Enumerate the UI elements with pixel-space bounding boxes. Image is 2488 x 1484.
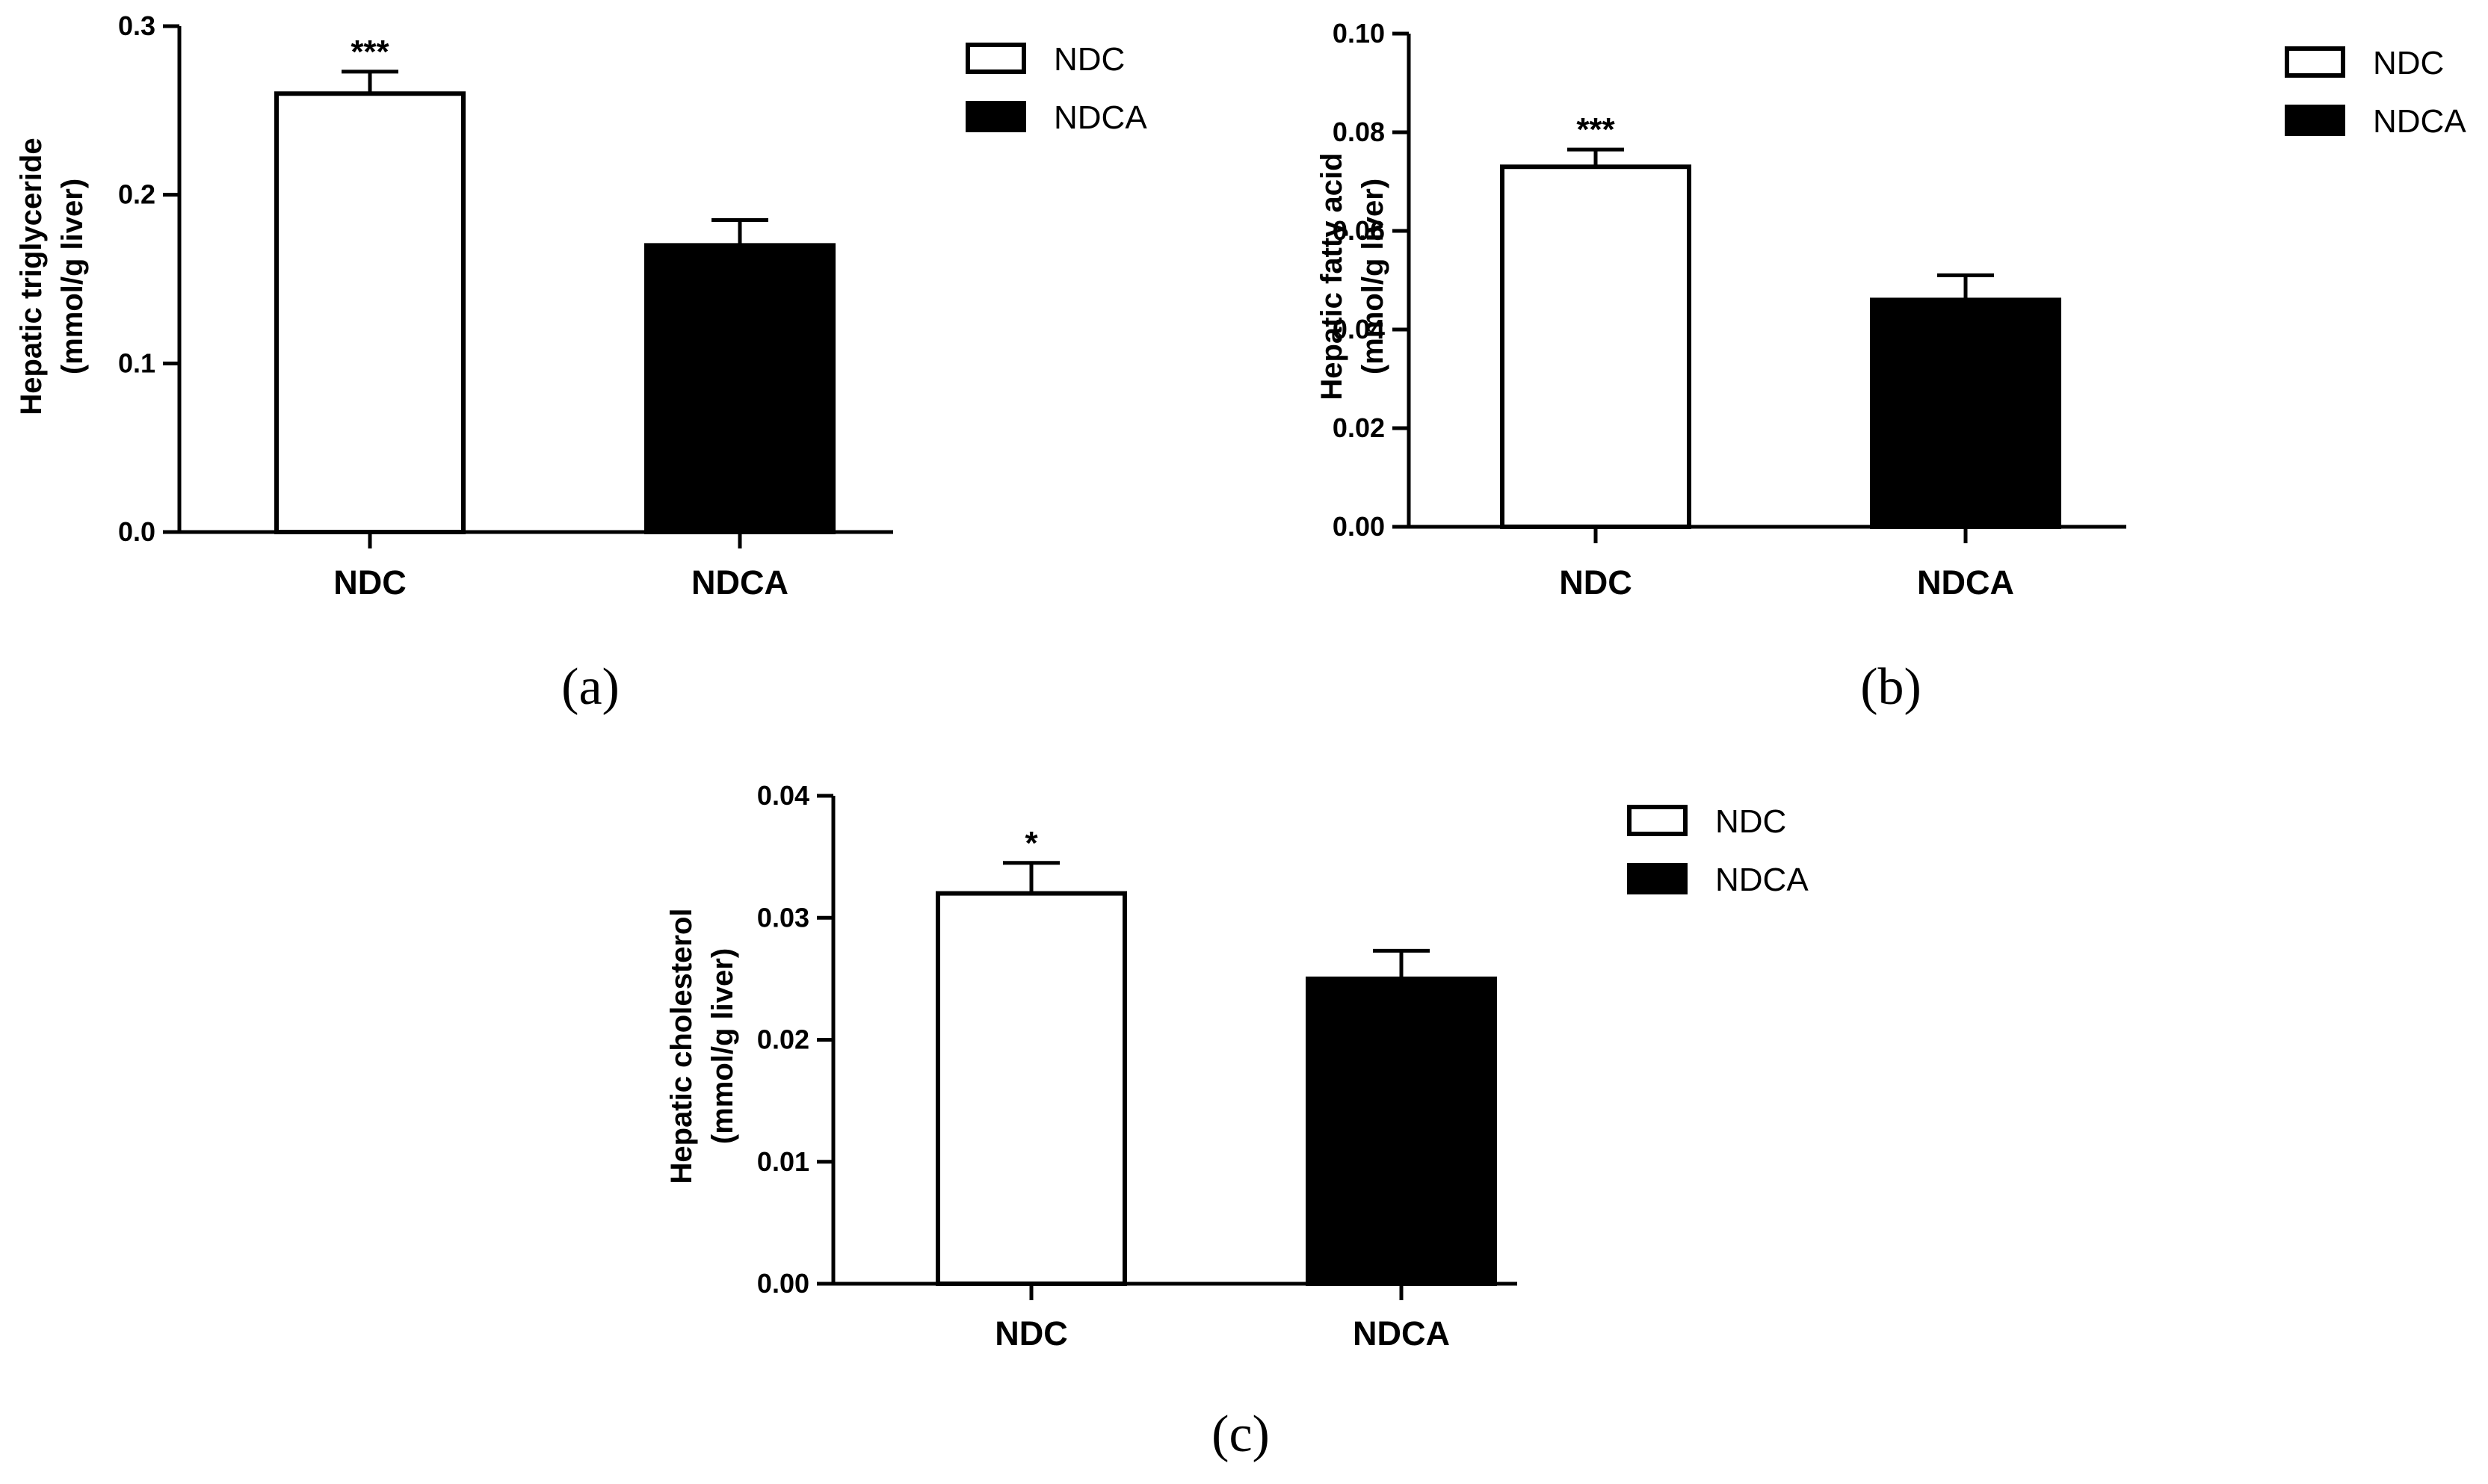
chart-panel-b: 0.00 0.02 0.04 0.06 0.08 0.10 NDC *** NDCA Hepati… [1244,0,2488,673]
y-tick-label: 0.00 [757,1268,809,1299]
x-tick-label-ndc: NDC [1559,563,1632,602]
x-tick-label-ndc: NDC [333,563,407,602]
y-tick-label: 0.1 [118,347,155,378]
y-tick-label: 0.10 [1333,18,1385,49]
y-axis-label-units: (mmol/g liver) [706,948,739,1144]
x-tick-label-ndca: NDCA [691,563,788,602]
panel-label-b: (b) [1860,658,1921,716]
y-tick-label: 0.02 [757,1024,809,1055]
bar-ndca [1306,976,1497,1286]
chart-panel-c: 0.00 0.01 0.02 0.03 0.04 NDC * NDCA Hepatic chol… [643,755,1883,1375]
legend-label-ndc: NDC [1054,41,1125,78]
panel-label-c: (c) [1211,1406,1270,1463]
legend-label-ndc: NDC [2373,45,2444,81]
legend-swatch-ndca [966,101,1026,132]
bar-ndc [936,891,1127,1287]
significance-label: * [1025,825,1038,862]
y-axis-label-units: (mmol/g liver) [56,179,89,374]
x-tick-label-ndca: NDCA [1353,1314,1450,1352]
chart-panel-a: 0.0 0.1 0.2 0.3 NDC *** NDCA Hepatic triglyceri… [0,0,1241,673]
y-axis-label: Hepatic triglyceride [15,137,48,415]
y-tick-label: 0.04 [1333,314,1385,344]
x-tick-label-ndc: NDC [995,1314,1068,1352]
legend-swatch-ndca [2285,105,2345,136]
bar-ndca [1870,297,2061,529]
y-axis-label: Hepatic cholesterol [665,908,698,1184]
bar-ndc [274,91,466,535]
y-tick-label: 0.0 [118,516,155,547]
y-axis-label: Hepatic fatty acid [1315,152,1348,400]
chart-a-svg: 0.0 0.1 0.2 0.3 NDC *** NDCA Hepatic triglyceri… [15,10,1147,602]
y-tick-label: 0.03 [757,902,809,933]
y-tick-label: 0.06 [1333,215,1385,246]
bar-ndc [1500,164,1691,529]
legend-label-ndca: NDCA [1715,862,1809,898]
legend-swatch-ndca [1627,863,1688,894]
legend-swatch-ndc [1627,805,1688,836]
y-axis-label-units: (mmol/g liver) [1356,179,1389,374]
y-tick-label: 0.08 [1333,117,1385,147]
legend-label-ndca: NDCA [1054,99,1147,136]
legend-swatch-ndc [2285,46,2345,78]
panel-label-a: (a) [561,658,620,716]
chart-c-svg: 0.00 0.01 0.02 0.03 0.04 NDC * NDCA Hepatic chol… [665,780,1809,1352]
x-tick-label-ndca: NDCA [1917,563,2014,602]
significance-label: *** [351,34,389,70]
significance-label: *** [1576,111,1615,148]
y-tick-label: 0.2 [118,179,155,210]
legend-swatch-ndc [966,43,1026,74]
legend-label-ndca: NDCA [2373,103,2466,140]
y-tick-label: 0.02 [1333,412,1385,443]
y-tick-label: 0.00 [1333,511,1385,542]
y-tick-label: 0.01 [757,1146,809,1177]
legend-label-ndc: NDC [1715,803,1786,840]
y-tick-label: 0.04 [757,780,809,811]
bar-ndca [644,243,836,534]
y-tick-label: 0.3 [118,10,155,41]
chart-b-svg: 0.00 0.02 0.04 0.06 0.08 0.10 NDC *** NDCA Hepati… [1315,18,2466,602]
